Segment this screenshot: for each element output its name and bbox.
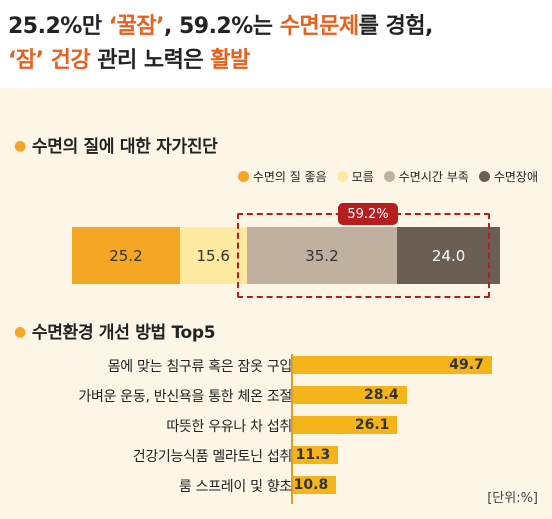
legend-dot-icon: [383, 171, 395, 182]
bar-row: 몸에 맞는 침구류 혹은 잠옷 구입 49.7: [0, 354, 552, 376]
headline-line-1: 25.2%만 ‘꿀잠’, 59.2%는 수면문제를 경험,: [8, 8, 433, 40]
bar-category-label: 룸 스프레이 및 향초: [178, 479, 292, 495]
legend-item: 수면시간 부족: [383, 168, 469, 185]
legend-item: 수면장애: [478, 168, 538, 185]
headline-segment: ‘잠’ 건강: [8, 48, 91, 73]
headline-line-2: ‘잠’ 건강 관리 노력은 활발: [8, 42, 250, 74]
content-panel: [0, 88, 552, 519]
bar-row: 따뜻한 우유나 차 섭취 26.1: [0, 414, 552, 436]
callout-badge: 59.2%: [338, 203, 398, 225]
bullet-icon: ●: [14, 324, 26, 340]
headline-segment: 관리 노력은: [90, 48, 211, 73]
stacked-bar-segment: 25.2: [72, 227, 180, 284]
legend-label: 모름: [351, 170, 374, 184]
bar-category-label: 따뜻한 우유나 차 섭취: [166, 419, 292, 435]
section-title-top5: ● 수면환경 개선 방법 Top5: [14, 318, 216, 343]
headline-segment: 수면문제: [279, 14, 359, 39]
bar: 11.3: [293, 446, 339, 464]
headline-segment: 25.2%만: [8, 14, 109, 39]
section-title-text: 수면환경 개선 방법 Top5: [31, 323, 216, 343]
bar: 10.8: [293, 476, 337, 494]
legend-dot-icon: [478, 171, 490, 182]
bar-row: 룸 스프레이 및 향초 10.8: [0, 474, 552, 496]
bar-value-label: 26.1: [354, 417, 390, 433]
stacked-bar: 25.2 15.6 35.2 24.0: [72, 227, 500, 284]
stacked-bar-segment: 35.2: [246, 227, 398, 284]
section-title-text: 수면의 질에 대한 자가진단: [31, 137, 218, 157]
unit-label: [단위:%]: [487, 491, 538, 506]
stacked-bar-segment: 24.0: [397, 227, 500, 284]
bar-axis-line: [291, 354, 293, 504]
legend-dot-icon: [237, 171, 249, 182]
bar: 49.7: [293, 356, 492, 374]
bar-row: 건강기능식품 멜라토닌 섭취 11.3: [0, 444, 552, 466]
legend-label: 수면시간 부족: [398, 170, 469, 184]
bar-category-label: 건강기능식품 멜라토닌 섭취: [132, 449, 293, 465]
legend-label: 수면의 질 좋음: [252, 170, 327, 184]
bar-value-label: 11.3: [295, 447, 331, 463]
section-title-self-diagnosis: ● 수면의 질에 대한 자가진단: [14, 132, 218, 157]
bar: 28.4: [293, 386, 407, 404]
legend-item: 모름: [336, 168, 374, 185]
bar: 26.1: [293, 416, 398, 434]
bar-row: 가벼운 운동, 반신욕을 통한 체온 조절 28.4: [0, 384, 552, 406]
bar-category-label: 가벼운 운동, 반신욕을 통한 체온 조절: [78, 389, 292, 405]
legend-item: 수면의 질 좋음: [237, 168, 327, 185]
legend-dot-icon: [336, 171, 348, 182]
stacked-bar-segment: 15.6: [179, 227, 247, 284]
headline-segment: , 59.2%는: [163, 14, 280, 39]
bar-value-label: 28.4: [364, 387, 399, 403]
bar-value-label: 49.7: [449, 357, 484, 373]
headline-area: 25.2%만 ‘꿀잠’, 59.2%는 수면문제를 경험, ‘잠’ 건강 관리 …: [0, 0, 552, 84]
legend-label: 수면장애: [493, 170, 538, 184]
highlight-dashed-box: [237, 213, 490, 298]
bar-value-label: 10.8: [293, 477, 329, 493]
bar-category-label: 몸에 맞는 침구류 혹은 잠옷 구입: [107, 359, 293, 375]
chart-legend: 수면의 질 좋음 모름 수면시간 부족 수면장애: [237, 168, 538, 185]
headline-segment: 활발: [210, 48, 250, 73]
headline-segment: ‘꿀잠’: [108, 14, 165, 39]
bullet-icon: ●: [14, 138, 26, 154]
headline-segment: 를 경험,: [358, 14, 434, 39]
